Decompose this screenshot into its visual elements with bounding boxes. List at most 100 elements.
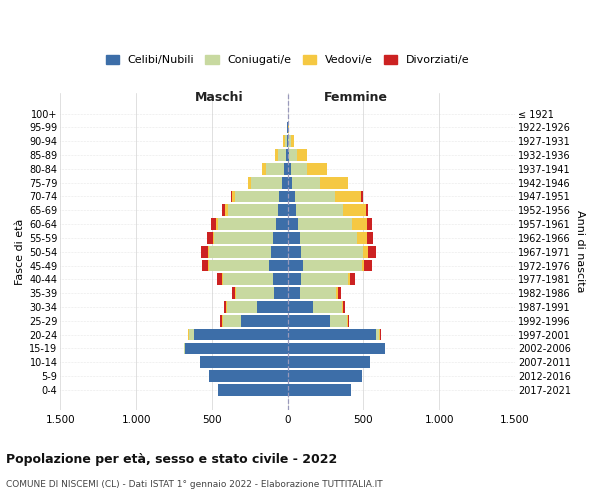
Bar xyxy=(287,163,307,174)
Bar xyxy=(287,315,330,326)
Bar xyxy=(287,328,376,340)
Y-axis label: Anni di nascita: Anni di nascita xyxy=(575,210,585,293)
Bar xyxy=(209,370,287,382)
Bar xyxy=(209,370,287,382)
Bar xyxy=(278,149,287,161)
Bar xyxy=(287,136,291,147)
Bar xyxy=(200,356,287,368)
Bar xyxy=(287,204,296,216)
Bar xyxy=(287,163,327,174)
Bar xyxy=(287,315,347,326)
Bar xyxy=(287,122,288,134)
Bar xyxy=(287,149,297,161)
Bar xyxy=(218,384,287,396)
Bar xyxy=(287,260,364,272)
Bar xyxy=(217,274,287,285)
Bar xyxy=(287,301,343,313)
Bar xyxy=(287,163,327,174)
Bar xyxy=(208,246,287,258)
Bar xyxy=(236,288,287,299)
Text: Maschi: Maschi xyxy=(195,91,244,104)
Bar xyxy=(241,315,287,326)
Bar xyxy=(287,190,363,202)
Bar xyxy=(287,384,352,396)
Bar xyxy=(223,274,287,285)
Bar xyxy=(235,190,287,202)
Bar xyxy=(200,356,287,368)
Bar xyxy=(287,246,301,258)
Bar xyxy=(184,342,287,354)
Bar xyxy=(287,288,300,299)
Bar xyxy=(287,315,349,326)
Bar xyxy=(257,301,287,313)
Bar xyxy=(287,136,294,147)
Bar xyxy=(287,149,289,161)
Bar xyxy=(206,232,287,244)
Bar xyxy=(287,122,289,134)
Bar xyxy=(231,190,287,202)
Bar xyxy=(209,370,287,382)
Bar xyxy=(287,232,358,244)
Bar xyxy=(287,356,370,368)
Bar xyxy=(266,163,287,174)
Bar xyxy=(201,246,287,258)
Bar xyxy=(287,204,368,216)
Bar xyxy=(248,177,287,188)
Bar xyxy=(202,260,287,272)
Bar xyxy=(189,328,287,340)
Bar xyxy=(220,315,287,326)
Bar xyxy=(287,136,289,147)
Bar xyxy=(188,328,287,340)
Bar xyxy=(287,370,362,382)
Bar xyxy=(287,342,385,354)
Bar xyxy=(287,260,362,272)
Bar xyxy=(287,370,362,382)
Bar xyxy=(218,384,287,396)
Bar xyxy=(184,342,287,354)
Bar xyxy=(184,342,287,354)
Bar xyxy=(281,177,287,188)
Bar xyxy=(287,274,355,285)
Bar xyxy=(287,315,347,326)
Bar xyxy=(227,301,287,313)
Bar xyxy=(287,232,373,244)
Bar xyxy=(209,246,287,258)
Bar xyxy=(271,246,287,258)
Y-axis label: Fasce di età: Fasce di età xyxy=(15,218,25,285)
Bar xyxy=(232,288,287,299)
Legend: Celibi/Nubili, Coniugati/e, Vedovi/e, Divorziati/e: Celibi/Nubili, Coniugati/e, Vedovi/e, Di… xyxy=(106,54,470,65)
Bar xyxy=(287,246,376,258)
Bar xyxy=(274,288,287,299)
Bar xyxy=(235,288,287,299)
Bar xyxy=(287,177,320,188)
Bar xyxy=(275,149,287,161)
Bar xyxy=(287,218,367,230)
Text: Popolazione per età, sesso e stato civile - 2022: Popolazione per età, sesso e stato civil… xyxy=(6,452,337,466)
Bar xyxy=(287,301,313,313)
Bar xyxy=(287,149,307,161)
Bar xyxy=(280,190,287,202)
Bar xyxy=(287,232,300,244)
Bar xyxy=(287,274,301,285)
Bar xyxy=(287,190,335,202)
Bar xyxy=(200,356,287,368)
Bar xyxy=(284,136,287,147)
Bar xyxy=(283,136,287,147)
Bar xyxy=(287,342,385,354)
Bar xyxy=(287,149,307,161)
Bar xyxy=(275,218,287,230)
Bar xyxy=(222,204,287,216)
Bar xyxy=(284,163,287,174)
Text: Femmine: Femmine xyxy=(324,91,388,104)
Bar xyxy=(208,260,287,272)
Bar xyxy=(287,190,361,202)
Bar xyxy=(287,301,342,313)
Bar xyxy=(228,204,287,216)
Bar xyxy=(287,260,303,272)
Bar xyxy=(209,370,287,382)
Bar xyxy=(287,204,343,216)
Bar xyxy=(188,328,287,340)
Bar xyxy=(287,177,347,188)
Bar xyxy=(287,370,362,382)
Bar xyxy=(222,274,287,285)
